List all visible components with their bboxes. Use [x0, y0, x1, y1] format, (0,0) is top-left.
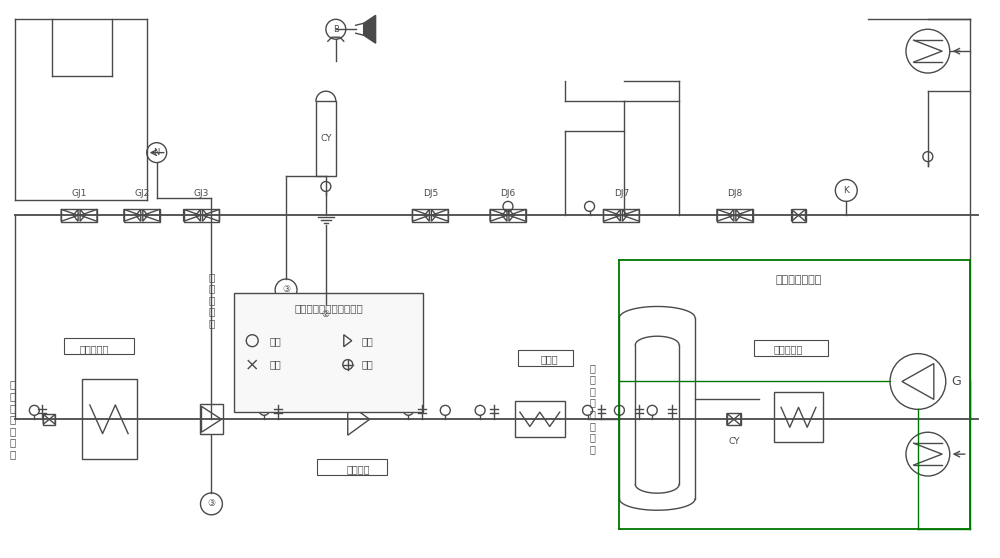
Text: DJ7: DJ7	[614, 189, 629, 198]
Bar	[316, 101, 336, 176]
Text: CY: CY	[728, 437, 740, 446]
Text: 压力: 压力	[269, 336, 281, 346]
Text: 蒸
汽
发
生
器
实
验
体: 蒸 汽 发 生 器 实 验 体	[590, 363, 595, 454]
Text: 温度: 温度	[269, 359, 281, 369]
Text: B: B	[333, 25, 339, 33]
Text: 高
压
缸
抽
汽: 高 压 缸 抽 汽	[208, 272, 215, 328]
Text: 实
验
系
统
一
回
路: 实 验 系 统 一 回 路	[9, 379, 16, 459]
Text: CY: CY	[320, 134, 332, 143]
Text: DJ8: DJ8	[727, 189, 742, 198]
Text: 测量与自动控制系统测点: 测量与自动控制系统测点	[294, 303, 363, 313]
Text: GJ2: GJ2	[134, 189, 149, 198]
Bar	[124, 209, 160, 222]
Bar	[515, 401, 565, 437]
Text: 孔板: 孔板	[362, 359, 373, 369]
Bar	[412, 209, 448, 222]
Text: 实验系统二回路: 实验系统二回路	[775, 275, 822, 285]
Bar	[792, 209, 806, 222]
Bar	[43, 415, 55, 425]
Bar	[774, 392, 823, 442]
Text: GJ1: GJ1	[71, 189, 87, 198]
Bar	[727, 413, 741, 425]
Text: K: K	[843, 186, 849, 195]
Text: ③: ③	[207, 499, 216, 508]
Text: G: G	[951, 375, 961, 388]
Bar	[717, 209, 753, 222]
Bar	[754, 340, 828, 355]
Text: 前置加热器: 前置加热器	[79, 345, 109, 355]
Text: 板式换热器: 板式换热器	[774, 345, 803, 355]
Polygon shape	[364, 15, 376, 43]
Bar	[64, 338, 134, 354]
Bar	[490, 209, 526, 222]
Text: 喷嘴: 喷嘴	[362, 336, 373, 346]
Bar	[603, 209, 639, 222]
Bar	[61, 209, 97, 222]
Bar	[82, 379, 137, 459]
Text: ③: ③	[282, 286, 290, 295]
Bar	[317, 459, 387, 475]
Bar	[200, 405, 223, 434]
Bar	[518, 350, 573, 365]
Text: DJ6: DJ6	[500, 189, 516, 198]
Text: DJ5: DJ5	[423, 189, 438, 198]
Text: 减温器: 减温器	[541, 354, 559, 364]
Text: 增压装置: 增压装置	[347, 464, 370, 474]
Bar	[184, 209, 219, 222]
Text: N: N	[154, 148, 160, 157]
Text: GJ3: GJ3	[194, 189, 209, 198]
Text: ②: ②	[322, 310, 330, 319]
Bar	[234, 293, 423, 412]
